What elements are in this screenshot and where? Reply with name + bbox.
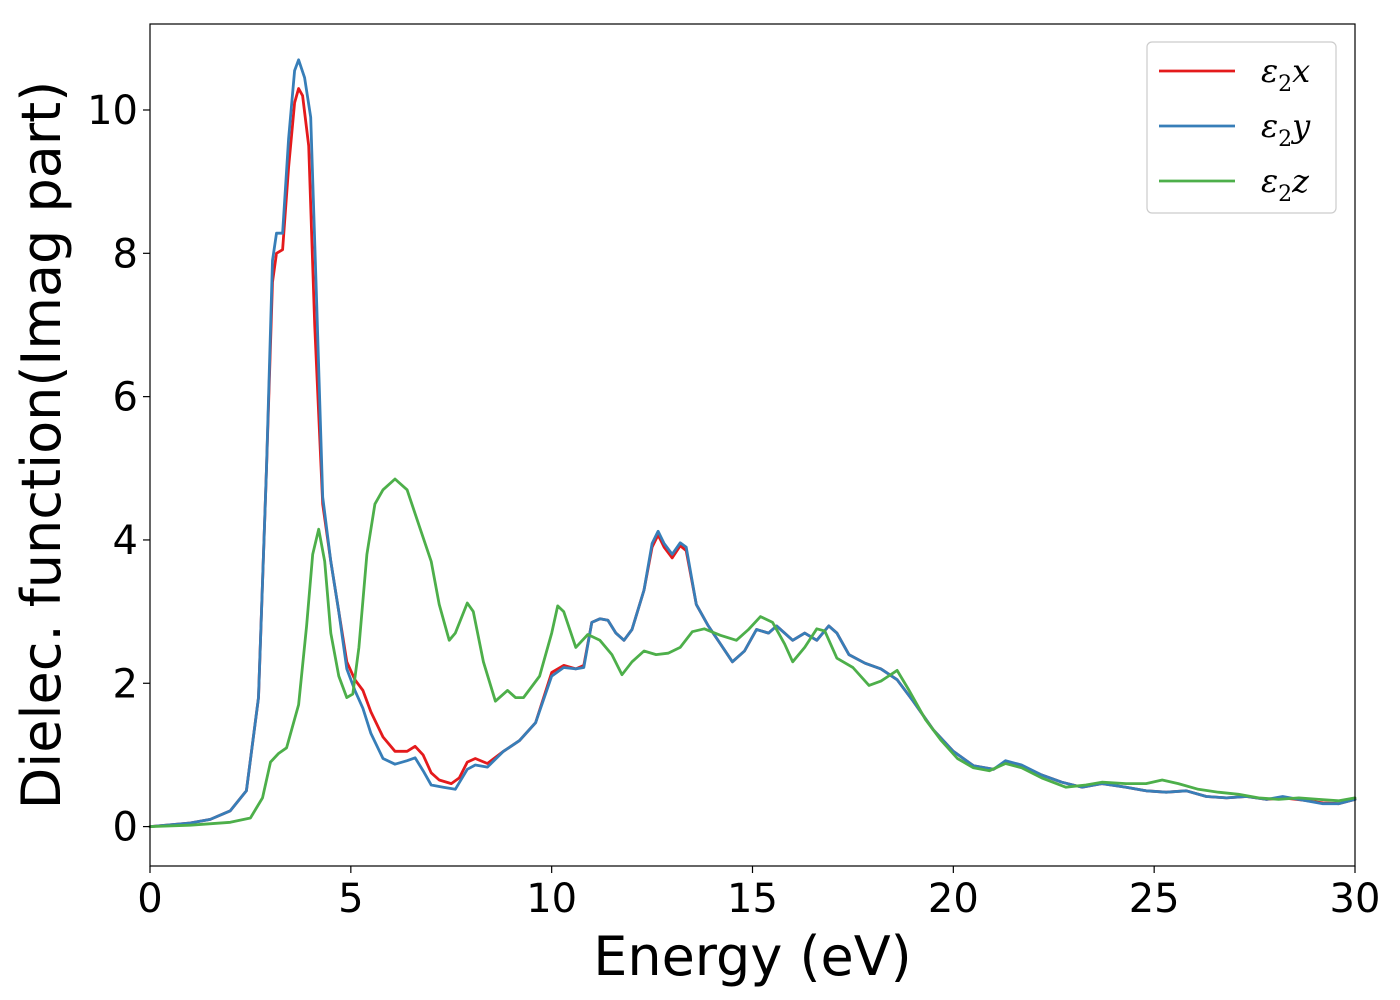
y-axis-label: Dielec. function(Imag part) [10, 81, 73, 810]
x-tick-label: 30 [1330, 876, 1381, 922]
y-tick-label: 10 [87, 88, 138, 134]
y-axis: 0 2 4 6 8 10 [87, 88, 150, 851]
legend-label-z: ε2z [1261, 162, 1310, 207]
y-tick-label: 8 [113, 231, 138, 277]
x-tick-label: 25 [1129, 876, 1180, 922]
legend-box [1146, 41, 1337, 214]
y-tick-label: 4 [113, 518, 138, 564]
x-tick-label: 20 [928, 876, 979, 922]
series-line-y [148, 58, 1357, 828]
x-tick-label: 5 [338, 876, 363, 922]
legend: ε2x ε2y ε2z [1146, 41, 1337, 214]
x-tick-label: 10 [526, 876, 577, 922]
y-tick-label: 0 [113, 805, 138, 851]
x-tick-label: 0 [137, 876, 162, 922]
x-axis: 0 5 10 15 20 25 30 [137, 866, 1380, 922]
legend-label-x: ε2x [1261, 52, 1310, 97]
y-tick-label: 2 [113, 661, 138, 707]
y-tick-label: 6 [113, 375, 138, 421]
x-axis-label: Energy (eV) [593, 925, 912, 988]
x-tick-label: 15 [727, 876, 778, 922]
legend-label-y: ε2y [1261, 107, 1311, 152]
plot-curves [148, 58, 1357, 828]
series-line-z [148, 477, 1357, 828]
